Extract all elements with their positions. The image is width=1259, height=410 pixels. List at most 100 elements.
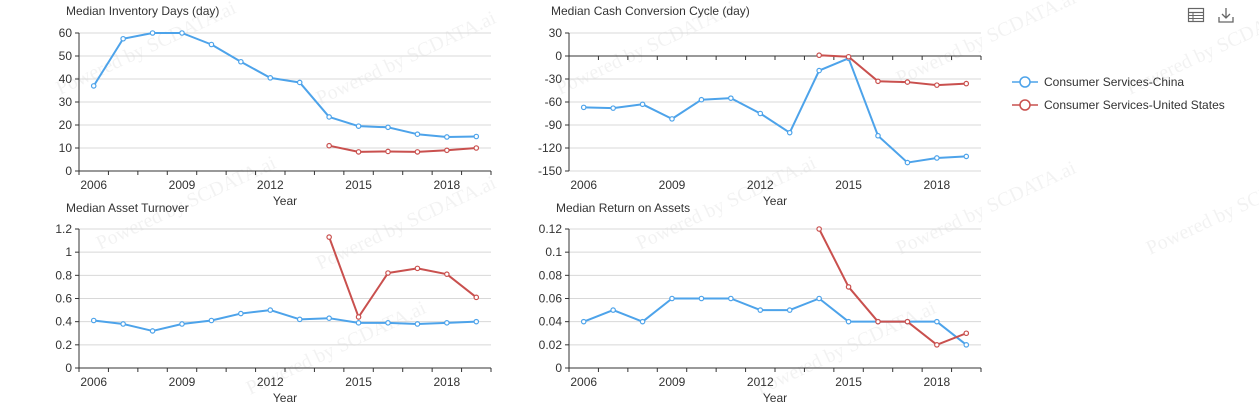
data-point[interactable] — [816, 52, 822, 59]
data-point[interactable] — [816, 226, 822, 232]
data-point[interactable] — [473, 145, 480, 151]
data-point[interactable] — [698, 295, 705, 302]
data-point[interactable] — [904, 79, 911, 85]
data-point[interactable] — [904, 318, 911, 325]
data-point[interactable] — [875, 132, 881, 139]
data-point[interactable] — [934, 342, 940, 348]
data-point[interactable] — [385, 270, 391, 276]
data-point[interactable] — [786, 129, 793, 136]
data-point[interactable] — [845, 318, 852, 325]
y-tick-label: 40 — [59, 72, 73, 86]
data-point[interactable] — [845, 284, 852, 290]
data-point[interactable] — [816, 67, 822, 74]
data-point[interactable] — [786, 307, 793, 313]
y-tick-label: -60 — [545, 95, 563, 109]
data-point[interactable] — [610, 307, 616, 313]
data-point[interactable] — [963, 153, 970, 160]
chart-4: Median Return on Assets 0 0.02 0.04 0.06 0.08… — [539, 201, 982, 405]
data-point[interactable] — [355, 149, 362, 155]
data-point[interactable] — [963, 330, 970, 337]
data-point[interactable] — [326, 315, 332, 321]
data-point[interactable] — [326, 114, 332, 120]
data-point[interactable] — [963, 80, 970, 87]
data-point[interactable] — [208, 41, 215, 48]
data-point[interactable] — [179, 30, 185, 36]
data-point[interactable] — [296, 316, 303, 323]
data-point[interactable] — [728, 95, 734, 101]
data-point[interactable] — [120, 321, 126, 327]
data-point[interactable] — [120, 35, 126, 42]
data-point[interactable] — [816, 295, 822, 302]
data-point[interactable] — [934, 318, 940, 325]
data-point[interactable] — [757, 307, 764, 313]
table-icon[interactable] — [1187, 6, 1205, 24]
data-point[interactable] — [610, 105, 616, 111]
data-point[interactable] — [473, 318, 480, 325]
data-point[interactable] — [90, 83, 97, 89]
legend: Consumer Services-China Consumer Service… — [1012, 70, 1225, 116]
data-point[interactable] — [444, 271, 450, 277]
data-point[interactable] — [355, 314, 362, 320]
x-axis-title: Year — [273, 194, 297, 208]
data-point[interactable] — [875, 78, 881, 85]
data-point[interactable] — [639, 101, 646, 108]
data-point[interactable] — [444, 320, 450, 326]
data-point[interactable] — [267, 75, 274, 81]
data-point[interactable] — [385, 124, 391, 131]
data-point[interactable] — [728, 295, 734, 302]
data-point[interactable] — [355, 123, 362, 129]
data-point[interactable] — [296, 79, 303, 86]
data-point[interactable] — [326, 142, 332, 149]
x-tick-label: 2012 — [257, 375, 284, 389]
data-point[interactable] — [326, 234, 332, 240]
data-point[interactable] — [473, 294, 480, 301]
y-tick-label: 0.8 — [55, 268, 72, 282]
data-point[interactable] — [385, 148, 391, 155]
x-tick-label: 2015 — [345, 178, 372, 192]
data-point[interactable] — [355, 320, 362, 326]
series-line — [92, 32, 477, 138]
data-point[interactable] — [385, 320, 391, 326]
data-point[interactable] — [267, 307, 274, 313]
data-point[interactable] — [669, 116, 675, 122]
data-point[interactable] — [698, 96, 705, 103]
data-point[interactable] — [875, 318, 881, 325]
data-point[interactable] — [179, 321, 185, 327]
data-point[interactable] — [904, 159, 911, 166]
data-point[interactable] — [90, 317, 97, 324]
data-point[interactable] — [845, 53, 852, 60]
data-point[interactable] — [639, 318, 646, 325]
data-point[interactable] — [238, 310, 244, 317]
y-tick-label: 0 — [65, 164, 72, 178]
download-icon[interactable] — [1217, 6, 1235, 24]
data-point[interactable] — [149, 328, 156, 334]
data-point[interactable] — [669, 295, 675, 302]
y-tick-label: 0.04 — [539, 315, 563, 329]
data-point[interactable] — [580, 104, 587, 111]
data-point[interactable] — [414, 149, 421, 155]
data-point[interactable] — [444, 134, 450, 140]
data-point[interactable] — [149, 30, 156, 36]
legend-item-china[interactable]: Consumer Services-China — [1012, 70, 1225, 93]
data-point[interactable] — [208, 317, 215, 324]
data-point[interactable] — [934, 82, 940, 88]
chart-title: Median Inventory Days (day) — [66, 4, 219, 18]
data-point[interactable] — [444, 147, 450, 154]
y-tick-label: 0.02 — [539, 338, 563, 352]
x-tick-label: 2012 — [747, 178, 774, 192]
data-point[interactable] — [414, 131, 421, 138]
data-point[interactable] — [238, 58, 244, 65]
chart-1: Median Inventory Days (day) 0 10 20 30 40 50 60… — [59, 4, 492, 208]
legend-item-united-states[interactable]: Consumer Services-United States — [1012, 93, 1225, 116]
data-point[interactable] — [473, 133, 480, 140]
data-point[interactable] — [580, 318, 587, 325]
legend-label-united-states: Consumer Services-United States — [1044, 97, 1225, 112]
chart-3: Median Asset Turnover 0 0.2 0.4 0.6 0.8 1 1.2 20… — [55, 201, 492, 405]
data-point[interactable] — [934, 155, 940, 161]
data-point[interactable] — [414, 321, 421, 327]
data-point[interactable] — [414, 265, 421, 272]
y-tick-label: -120 — [538, 141, 562, 155]
data-point[interactable] — [963, 342, 970, 348]
data-point[interactable] — [757, 110, 764, 117]
